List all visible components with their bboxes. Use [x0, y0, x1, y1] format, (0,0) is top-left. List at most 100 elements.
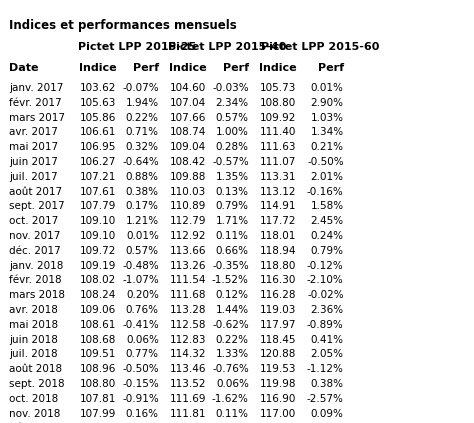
Text: 0.16%: 0.16%: [126, 409, 159, 419]
Text: 108.02: 108.02: [80, 275, 116, 286]
Text: 117.97: 117.97: [260, 320, 296, 330]
Text: 107.81: 107.81: [80, 394, 116, 404]
Text: 0.06%: 0.06%: [216, 379, 249, 389]
Text: -0.07%: -0.07%: [122, 83, 159, 93]
Text: Perf: Perf: [223, 63, 249, 73]
Text: 107.79: 107.79: [80, 201, 116, 212]
Text: 0.66%: 0.66%: [216, 246, 249, 256]
Text: 107.66: 107.66: [170, 113, 206, 123]
Text: Indices et performances mensuels: Indices et performances mensuels: [9, 19, 237, 32]
Text: 111.81: 111.81: [170, 409, 206, 419]
Text: 0.11%: 0.11%: [216, 231, 249, 241]
Text: -1.52%: -1.52%: [212, 275, 249, 286]
Text: -0.35%: -0.35%: [212, 261, 249, 271]
Text: 0.38%: 0.38%: [126, 187, 159, 197]
Text: 1.34%: 1.34%: [310, 127, 344, 137]
Text: nov. 2017: nov. 2017: [9, 231, 61, 241]
Text: 0.17%: 0.17%: [126, 201, 159, 212]
Text: 107.21: 107.21: [80, 172, 116, 182]
Text: août 2017: août 2017: [9, 187, 63, 197]
Text: Indice: Indice: [259, 63, 296, 73]
Text: 0.20%: 0.20%: [126, 290, 159, 300]
Text: 0.41%: 0.41%: [310, 335, 344, 345]
Text: Perf: Perf: [318, 63, 344, 73]
Text: mars 2018: mars 2018: [9, 290, 65, 300]
Text: 111.07: 111.07: [260, 157, 296, 167]
Text: 0.22%: 0.22%: [216, 335, 249, 345]
Text: -1.62%: -1.62%: [212, 394, 249, 404]
Text: 2.36%: 2.36%: [310, 305, 344, 315]
Text: 109.51: 109.51: [80, 349, 116, 360]
Text: -0.89%: -0.89%: [307, 320, 344, 330]
Text: 0.11%: 0.11%: [216, 409, 249, 419]
Text: 108.74: 108.74: [170, 127, 206, 137]
Text: 111.54: 111.54: [170, 275, 206, 286]
Text: 114.32: 114.32: [170, 349, 206, 360]
Text: 1.94%: 1.94%: [126, 98, 159, 108]
Text: 0.01%: 0.01%: [126, 231, 159, 241]
Text: janv. 2017: janv. 2017: [9, 83, 64, 93]
Text: 0.79%: 0.79%: [310, 246, 344, 256]
Text: Date: Date: [9, 63, 39, 73]
Text: juin 2018: juin 2018: [9, 335, 58, 345]
Text: 113.46: 113.46: [170, 364, 206, 374]
Text: 103.62: 103.62: [80, 83, 116, 93]
Text: -0.57%: -0.57%: [212, 157, 249, 167]
Text: 109.10: 109.10: [80, 216, 116, 226]
Text: 109.88: 109.88: [170, 172, 206, 182]
Text: Indice: Indice: [79, 63, 116, 73]
Text: 113.26: 113.26: [170, 261, 206, 271]
Text: 109.92: 109.92: [260, 113, 296, 123]
Text: juil. 2017: juil. 2017: [9, 172, 58, 182]
Text: févr. 2018: févr. 2018: [9, 275, 62, 286]
Text: juin 2017: juin 2017: [9, 157, 58, 167]
Text: Pictet LPP 2015-40: Pictet LPP 2015-40: [168, 42, 287, 52]
Text: -0.41%: -0.41%: [122, 320, 159, 330]
Text: 116.90: 116.90: [260, 394, 296, 404]
Text: -0.16%: -0.16%: [307, 187, 344, 197]
Text: 111.63: 111.63: [260, 142, 296, 152]
Text: 112.83: 112.83: [170, 335, 206, 345]
Text: -1.07%: -1.07%: [122, 275, 159, 286]
Text: mai 2018: mai 2018: [9, 320, 59, 330]
Text: mai 2017: mai 2017: [9, 142, 59, 152]
Text: 118.80: 118.80: [260, 261, 296, 271]
Text: 119.53: 119.53: [260, 364, 296, 374]
Text: 2.05%: 2.05%: [310, 349, 344, 360]
Text: 0.76%: 0.76%: [126, 305, 159, 315]
Text: nov. 2018: nov. 2018: [9, 409, 61, 419]
Text: 105.73: 105.73: [260, 83, 296, 93]
Text: 117.72: 117.72: [260, 216, 296, 226]
Text: -2.57%: -2.57%: [307, 394, 344, 404]
Text: 1.00%: 1.00%: [216, 127, 249, 137]
Text: 109.06: 109.06: [80, 305, 116, 315]
Text: févr. 2017: févr. 2017: [9, 98, 62, 108]
Text: 109.19: 109.19: [80, 261, 116, 271]
Text: janv. 2018: janv. 2018: [9, 261, 64, 271]
Text: 113.12: 113.12: [260, 187, 296, 197]
Text: 2.45%: 2.45%: [310, 216, 344, 226]
Text: -2.10%: -2.10%: [307, 275, 344, 286]
Text: 118.94: 118.94: [260, 246, 296, 256]
Text: 112.58: 112.58: [170, 320, 206, 330]
Text: Pictet LPP 2015-25: Pictet LPP 2015-25: [78, 42, 197, 52]
Text: 0.21%: 0.21%: [310, 142, 344, 152]
Text: 113.66: 113.66: [170, 246, 206, 256]
Text: 2.90%: 2.90%: [310, 98, 344, 108]
Text: 110.03: 110.03: [170, 187, 206, 197]
Text: Perf: Perf: [133, 63, 159, 73]
Text: 106.27: 106.27: [80, 157, 116, 167]
Text: 0.09%: 0.09%: [311, 409, 344, 419]
Text: 112.92: 112.92: [170, 231, 206, 241]
Text: 107.04: 107.04: [170, 98, 206, 108]
Text: -0.62%: -0.62%: [212, 320, 249, 330]
Text: 106.95: 106.95: [80, 142, 116, 152]
Text: 108.80: 108.80: [260, 98, 296, 108]
Text: déc. 2017: déc. 2017: [9, 246, 61, 256]
Text: 113.52: 113.52: [170, 379, 206, 389]
Text: 111.69: 111.69: [170, 394, 206, 404]
Text: 107.61: 107.61: [80, 187, 116, 197]
Text: août 2018: août 2018: [9, 364, 63, 374]
Text: 0.12%: 0.12%: [216, 290, 249, 300]
Text: 0.06%: 0.06%: [126, 335, 159, 345]
